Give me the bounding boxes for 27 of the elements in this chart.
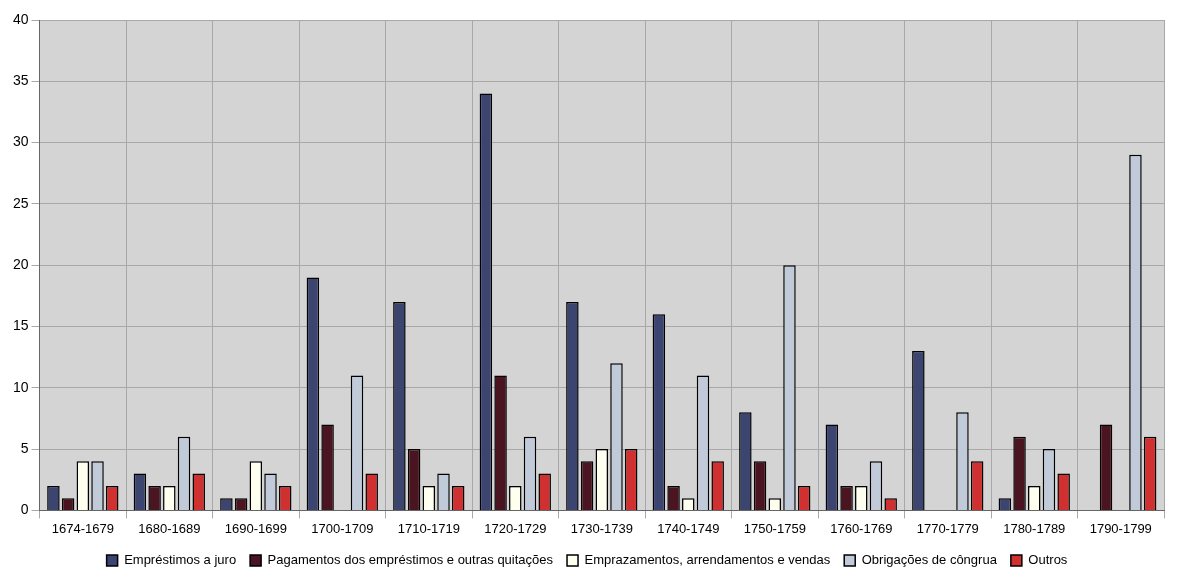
legend-label: Pagamentos dos empréstimos e outras quitações: [267, 552, 554, 568]
y-tick-label: 25: [12, 194, 29, 211]
legend-label: Outros: [1028, 552, 1068, 568]
x-tick-label: 1710-1719: [397, 520, 460, 536]
y-tick-label: 5: [20, 439, 29, 456]
y-tick-label: 15: [12, 317, 29, 334]
y-tick-label: 10: [12, 378, 29, 395]
y-tick-label: 40: [12, 10, 29, 27]
x-tick-label: 1690-1699: [224, 520, 287, 536]
y-tick-label: 35: [12, 72, 29, 89]
legend-label: Empréstimos a juro: [124, 552, 237, 568]
legend-label: Obrigações de côngrua: [861, 552, 998, 568]
x-tick-label: 1680-1689: [138, 520, 201, 536]
legend-label: Emprazamentos, arrendamentos e vendas: [584, 552, 831, 568]
x-tick-label: 1700-1709: [311, 520, 374, 536]
y-tick-label: 30: [12, 133, 29, 150]
x-tick-label: 1760-1769: [830, 520, 893, 536]
x-tick-label: 1790-1799: [1089, 520, 1152, 536]
x-tick-label: 1674-1679: [51, 520, 114, 536]
x-tick-label: 1720-1729: [484, 520, 547, 536]
x-tick-label: 1750-1759: [743, 520, 806, 536]
y-tick-label: 20: [12, 256, 29, 273]
y-tick-label: 0: [20, 501, 29, 518]
x-tick-label: 1770-1779: [916, 520, 979, 536]
x-tick-label: 1780-1789: [1003, 520, 1066, 536]
x-tick-label: 1730-1739: [570, 520, 633, 536]
x-tick-label: 1740-1749: [657, 520, 720, 536]
